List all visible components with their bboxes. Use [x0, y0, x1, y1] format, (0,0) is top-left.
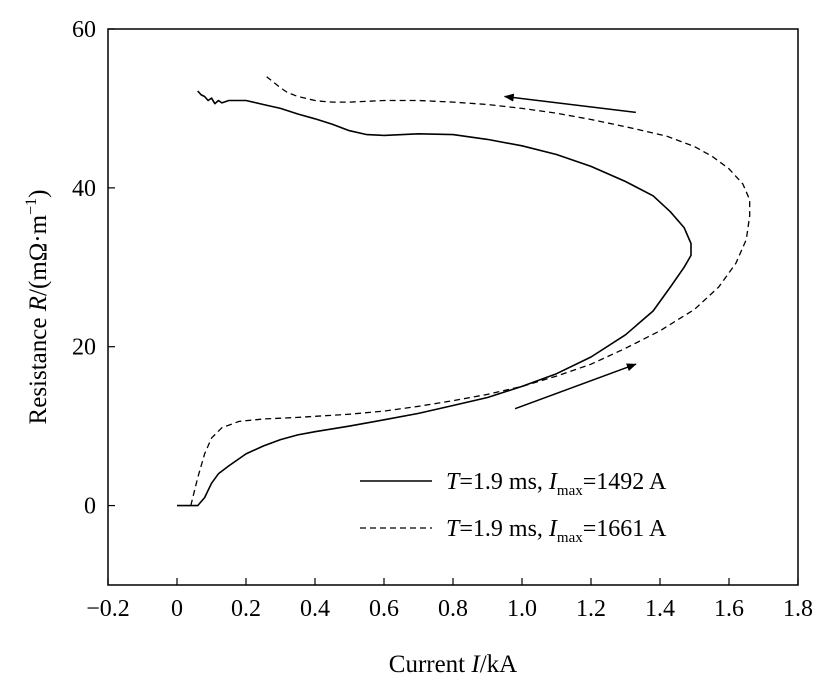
series-layer [177, 76, 751, 507]
x-tick-label: 1.8 [783, 596, 813, 622]
x-tick-label: 0.8 [438, 596, 468, 622]
y-axis-label: Resistance R/(mΩ·m−1) [23, 190, 52, 425]
legend-label-1492: T=1.9 ms, Imax=1492 A [446, 469, 667, 499]
x-tick-label: −0.2 [86, 596, 130, 622]
annotation-layer [503, 93, 637, 410]
y-tick-label: 60 [72, 17, 96, 43]
x-axis: −0.2 0 0.2 0.4 0.6 0.8 1.0 1.2 1.4 1.6 1.8 [86, 578, 813, 622]
plot-frame [107, 28, 799, 586]
y-tick-label: 20 [72, 335, 96, 361]
arrow-rightward [514, 363, 637, 410]
legend-label-1661: T=1.9 ms, Imax=1661 A [446, 516, 667, 546]
x-tick-label: 1.2 [576, 596, 606, 622]
x-tick-label: 1.0 [507, 596, 537, 622]
y-axis: 0 20 40 60 [72, 17, 115, 520]
x-tick-label: 0.4 [300, 596, 330, 622]
legend: T=1.9 ms, Imax=1492 A T=1.9 ms, Imax=166… [360, 469, 667, 546]
series-line-1492A [177, 90, 692, 507]
x-tick-label: 1.6 [714, 596, 744, 622]
x-tick-label: 0.2 [231, 596, 261, 622]
x-axis-label: Current I/kA [389, 651, 517, 678]
y-tick-label: 0 [84, 494, 96, 520]
y-tick-label: 40 [72, 176, 96, 202]
x-tick-label: 1.4 [645, 596, 675, 622]
x-tick-label: 0 [171, 596, 183, 622]
x-tick-label: 0.6 [369, 596, 399, 622]
arrow-leftward [503, 93, 636, 114]
